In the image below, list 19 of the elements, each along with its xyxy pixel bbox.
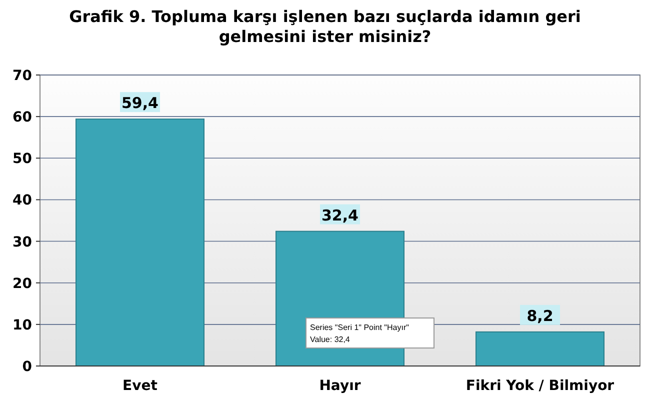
y-tick-label: 40: [12, 192, 32, 209]
chart-title: Grafik 9. Topluma karşı işlenen bazı suçlarda idamın geri gelmesini ister misiniz?: [69, 7, 581, 46]
annotation: Series "Seri 1" Point "Hayır": [310, 323, 410, 332]
y-tick-label: 30: [12, 234, 32, 250]
y-tick-label: 10: [12, 317, 32, 334]
annotation: Value: 32,4: [310, 335, 350, 344]
y-tick-label: 60: [12, 110, 32, 126]
y-tick-label: 20: [12, 276, 32, 292]
y-tick-label: 50: [12, 151, 32, 168]
bar: [76, 118, 204, 366]
data-label: 59,4: [121, 94, 159, 112]
x-tick-label: Fikri Yok / Bilmiyor: [466, 378, 614, 394]
data-label: 32,4: [321, 206, 359, 224]
y-tick-label: 70: [12, 68, 32, 84]
x-tick-label: Evet: [122, 378, 158, 394]
x-tick-label: Hayır: [319, 378, 361, 394]
y-tick-label: 0: [22, 359, 32, 375]
bar: [476, 331, 604, 366]
data-label: 8,2: [526, 306, 554, 325]
